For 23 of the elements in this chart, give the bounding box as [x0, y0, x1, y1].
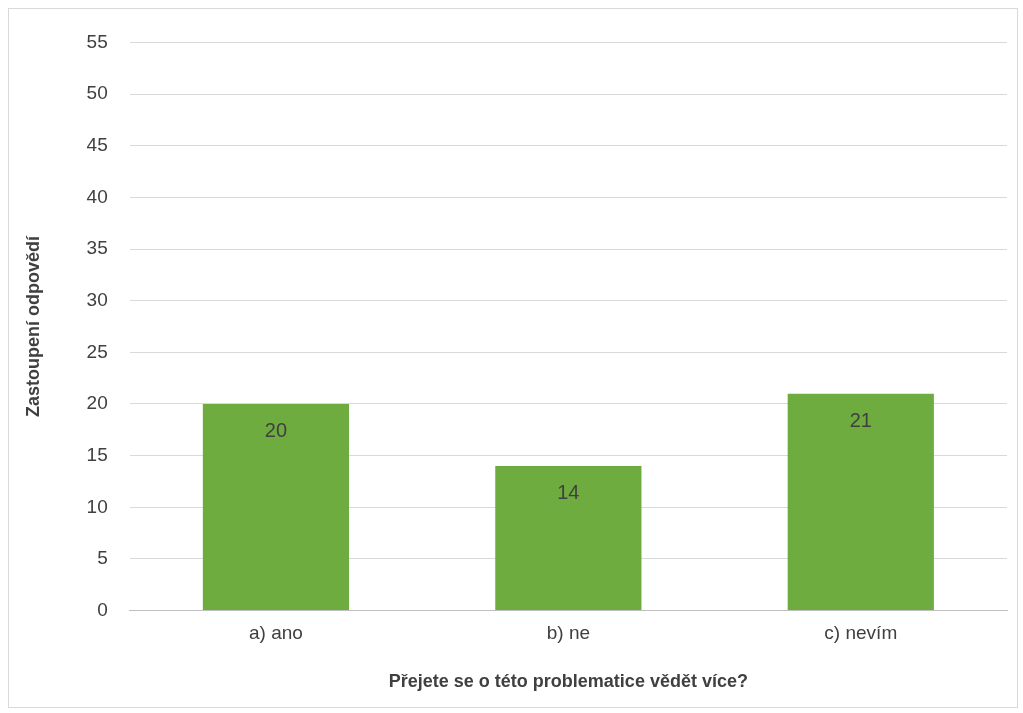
y-tick-label: 35 — [86, 237, 108, 259]
y-tick-label: 30 — [86, 288, 108, 310]
y-tick-label: 15 — [86, 443, 108, 465]
y-tick-label: 50 — [86, 82, 108, 104]
y-tick-label: 0 — [97, 598, 108, 620]
y-tick-label: 40 — [86, 185, 108, 207]
y-tick-label: 10 — [86, 495, 108, 517]
y-tick-label: 45 — [86, 133, 108, 155]
x-tick-label: a) ano — [249, 622, 303, 644]
data-label: 21 — [849, 409, 872, 432]
y-tick-label: 55 — [86, 30, 108, 52]
y-tick-label: 20 — [86, 392, 108, 414]
y-axis-title: Zastoupení odpovědí — [22, 235, 43, 418]
y-tick-label: 5 — [97, 547, 108, 569]
x-tick-label: c) nevím — [824, 622, 898, 644]
x-axis-title: Přejete se o této problematice vědět více? — [388, 671, 748, 692]
y-tick-label: 25 — [86, 340, 108, 362]
bar — [495, 465, 642, 611]
bar — [787, 393, 934, 611]
data-label: 14 — [557, 481, 580, 504]
bar — [202, 403, 350, 611]
x-tick-label: b) ne — [546, 622, 591, 644]
data-label: 20 — [264, 419, 288, 442]
